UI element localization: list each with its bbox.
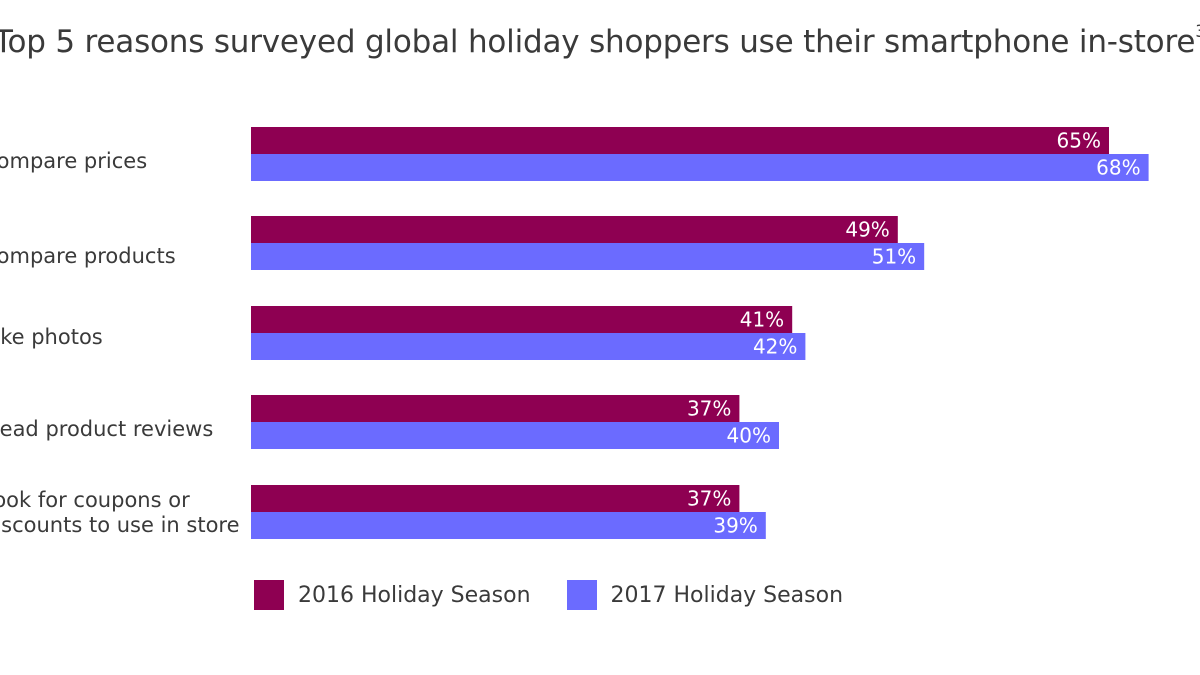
- legend-item-2016: 2016 Holiday Season: [254, 580, 531, 610]
- chart-title: Top 5 reasons surveyed global holiday sh…: [0, 22, 1200, 60]
- bar-2016-cat-3: [251, 306, 793, 333]
- legend-label-2017: 2017 Holiday Season: [610, 582, 844, 608]
- bar-2016-cat-2: [251, 216, 898, 243]
- data-label-2016-cat-5: 37%: [687, 487, 731, 511]
- category-label-2: Compare products: [0, 244, 176, 269]
- bar-2016-cat-5: [251, 485, 740, 512]
- bar-2016-cat-4: [251, 395, 740, 422]
- category-label-3: Take photos: [0, 325, 103, 350]
- bar-2017-cat-2: [251, 243, 925, 270]
- data-label-2016-cat-3: 41%: [740, 308, 784, 332]
- category-label-line: discounts to use in store: [0, 513, 240, 537]
- chart-title-footnote: 3: [1195, 22, 1200, 42]
- data-label-2017-cat-3: 42%: [753, 335, 797, 359]
- category-label-line: Compare prices: [0, 148, 148, 173]
- category-label-1: Compare prices: [0, 149, 147, 174]
- bar-2017-cat-4: [251, 422, 779, 449]
- category-label-line: Compare products: [0, 243, 176, 268]
- legend-swatch-2017: [566, 580, 597, 610]
- data-label-2016-cat-4: 37%: [687, 397, 731, 421]
- legend: 2016 Holiday Season 2017 Holiday Season: [254, 580, 879, 610]
- category-label-line: Take photos: [0, 324, 103, 349]
- category-label-4: Read product reviews: [0, 417, 213, 442]
- category-label-line: Look for coupons or: [0, 488, 190, 512]
- data-label-2016-cat-1: 65%: [1057, 129, 1101, 153]
- bar-2017-cat-3: [251, 333, 806, 360]
- chart-title-text: Top 5 reasons surveyed global holiday sh…: [0, 24, 1196, 60]
- data-label-2017-cat-1: 68%: [1096, 156, 1140, 180]
- category-label-line: Read product reviews: [0, 416, 214, 441]
- data-label-2017-cat-5: 39%: [713, 514, 757, 538]
- legend-swatch-2016: [254, 580, 284, 610]
- legend-item-2017: 2017 Holiday Season: [566, 580, 844, 610]
- bar-2017-cat-5: [251, 512, 766, 539]
- category-label-5: Look for coupons or discounts to use in s…: [0, 488, 240, 538]
- data-label-2016-cat-2: 49%: [845, 218, 889, 242]
- bar-2017-cat-1: [251, 154, 1149, 181]
- data-label-2017-cat-2: 51%: [872, 245, 916, 269]
- legend-label-2016: 2016 Holiday Season: [298, 582, 531, 608]
- data-label-2017-cat-4: 40%: [727, 424, 771, 448]
- bar-2016-cat-1: [251, 127, 1109, 154]
